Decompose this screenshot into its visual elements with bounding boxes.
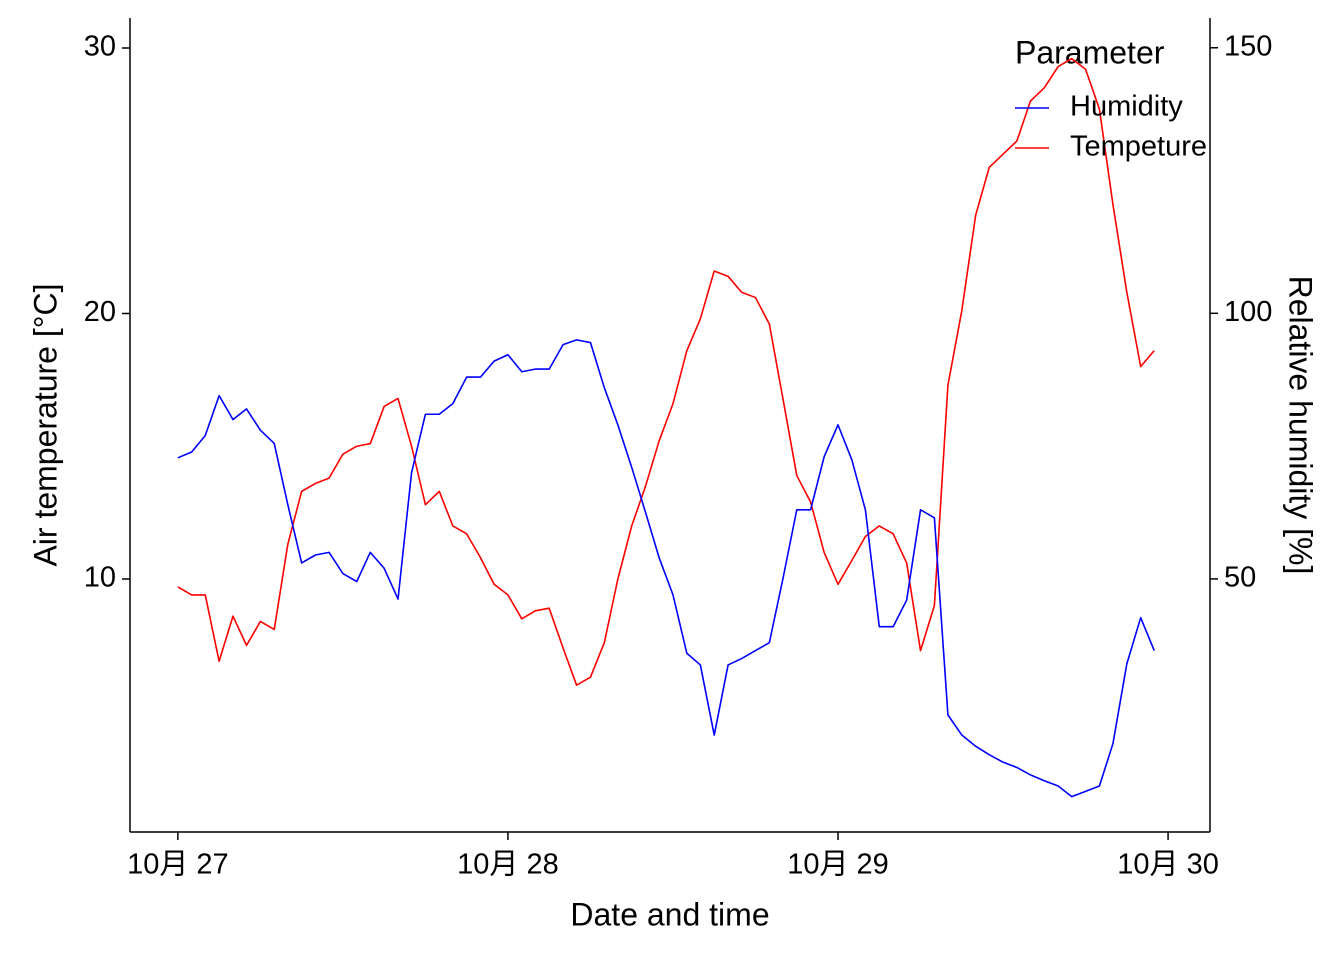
y-tick-label: 10 <box>84 562 116 594</box>
y2-tick-label: 100 <box>1224 296 1272 328</box>
x-tick-label: 10月 28 <box>457 849 559 881</box>
y2-tick-label: 150 <box>1224 30 1272 62</box>
y2-tick-label: 50 <box>1224 562 1256 594</box>
y-tick-label: 30 <box>84 31 116 63</box>
x-axis-title: Date and time <box>570 896 769 932</box>
x-tick-label: 10月 27 <box>127 849 229 881</box>
legend-label: Tempeture <box>1070 131 1207 163</box>
line <box>177 339 1155 798</box>
y-tick-label: 20 <box>84 296 116 328</box>
legend-label: Humidity <box>1070 91 1183 123</box>
x-tick-label: 10月 29 <box>787 849 889 881</box>
x-tick-label: 10月 30 <box>1117 849 1219 881</box>
legend-title: Parameter <box>1015 34 1165 70</box>
line <box>177 57 1155 686</box>
y-axis-title: Air temperature [°C] <box>27 283 63 566</box>
y2-axis-title: Relative humidity [%] <box>1283 276 1319 575</box>
